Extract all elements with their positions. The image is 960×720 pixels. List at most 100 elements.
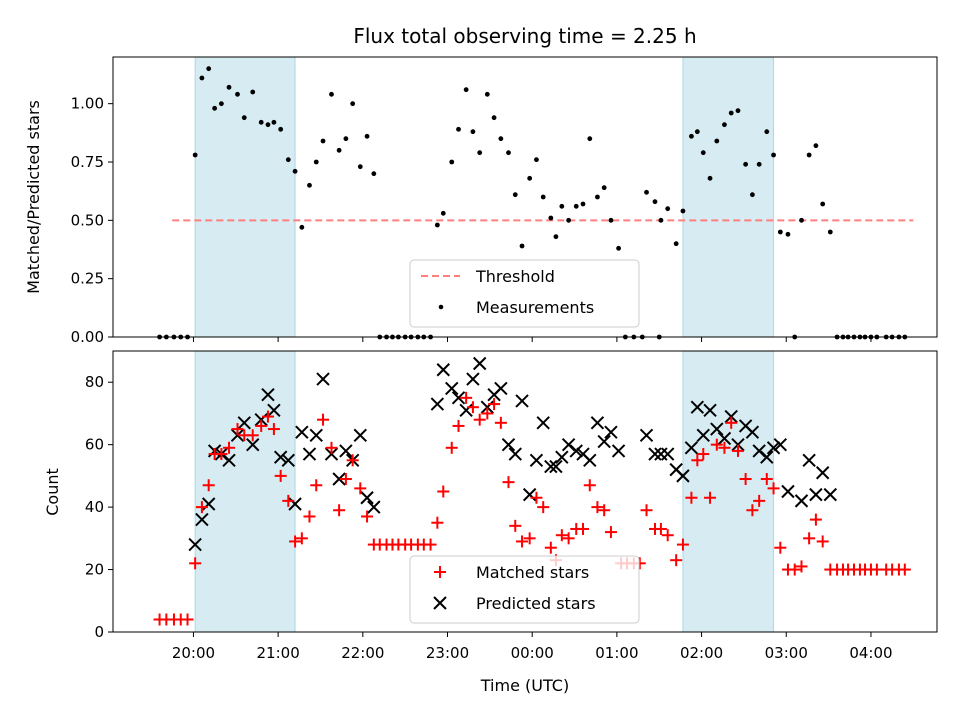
predicted-marker-stroke [451,391,466,405]
measurement-point [652,199,658,205]
predicted-star-point [731,437,745,452]
predicted-star-point [466,372,480,386]
predicted-marker-stroke [802,453,816,467]
bottom-y-tick-label: 0 [94,623,104,641]
top-y-tick-label: 1.00 [71,95,104,113]
legend-matched-label: Matched stars [476,563,589,582]
measurement-point [743,161,749,167]
predicted-marker-stroke [267,403,281,418]
bottom-y-axis: 0 20 40 60 80 [85,373,113,641]
bottom-x-tick-label: 21:00 [257,644,300,662]
matched-star-point [282,494,295,507]
predicted-star-point [273,450,288,464]
top-legend-box [409,259,640,328]
matched-star-point [795,560,808,573]
measurement-point [601,185,607,191]
measurement-point [206,66,212,72]
measurement-point [350,101,356,107]
measurement-point [673,241,679,247]
top-y-tick-label: 0.75 [71,153,104,171]
predicted-marker-stroke [316,372,330,386]
top-legend: Threshold Measurements [409,259,640,328]
measurement-point [707,175,713,181]
matched-star-point [691,454,704,467]
matched-star-point [598,504,611,517]
matched-star-point [577,522,590,535]
predicted-marker-stroke [288,497,302,511]
predicted-star-point [544,459,558,474]
predicted-star-point [536,416,550,430]
bottom-y-tick-label: 40 [85,498,104,516]
predicted-star-point [430,397,445,411]
matched-star-point [223,441,236,454]
bottom-x-tick-label: 02:00 [680,644,723,662]
matched-star-point [488,398,501,411]
measurement-point [241,115,247,121]
measurement-point [299,224,305,230]
matched-star-point [774,541,787,554]
matched-star-point [460,391,473,404]
predicted-marker-stroke [696,428,710,443]
predicted-marker-stroke [590,416,605,430]
predicted-marker-stroke [273,450,288,464]
predicted-star-point [316,372,330,386]
predicted-star-point [195,512,209,527]
measurement-point [463,87,469,93]
predicted-star-point [703,403,717,418]
matched-star-point [339,473,352,486]
bottom-x-tick-label: 20:00 [172,644,215,662]
measurement-point [548,215,554,221]
predicted-marker-stroke [648,447,662,461]
matched-star-point [189,557,202,570]
predicted-star-point [583,453,597,467]
predicted-marker-stroke [684,441,699,455]
matched-star-point [718,441,731,454]
shaded-interval-bottom-0 [194,350,296,633]
predicted-marker-stroke [436,363,450,377]
predicted-star-point [267,403,281,418]
predicted-marker-stroke [597,434,611,449]
matched-star-point [215,448,228,461]
measurement-point [771,152,776,158]
predicted-star-point [188,537,202,552]
predicted-marker-stroke [738,419,753,433]
matched-star-point [466,401,479,414]
legend-threshold-label: Threshold [475,267,555,286]
measurement-point [827,229,833,235]
predicted-star-point [690,400,705,414]
matched-star-point [333,504,346,517]
measurement-point [258,119,264,125]
measurement-point [700,150,706,156]
measurement-point [573,203,579,209]
predicted-star-point [332,472,346,486]
matched-star-point [788,563,801,576]
top-panel: 0.00 0.25 0.50 0.75 1.00 Matched/Predicted s… [24,56,938,346]
measurement-point [434,222,440,228]
shaded-interval-bottom-1 [682,350,775,633]
measurement-point [271,119,277,125]
measurement-point [540,194,546,200]
measurement-point [265,122,271,128]
predicted-marker-stroke [549,459,563,474]
predicted-marker-stroke [690,400,705,414]
measurement-point [313,159,319,165]
matched-star-point [494,416,507,429]
bottom-axes-frame [112,350,938,633]
predicted-marker-stroke [745,425,760,439]
bottom-x-axis: 20:00 21:00 22:00 23:00 00:00 01:00 02:00 03:00… [172,632,893,662]
matched-star-point [231,423,244,436]
matched-star-point [289,535,302,548]
matched-star-point [898,563,911,576]
matched-star-point [255,419,268,432]
matched-star-point [654,522,667,535]
predicted-marker-stroke [309,428,323,443]
matched-star-point [604,526,617,539]
matched-star-point [767,482,780,495]
bottom-panel: 0 20 40 60 80 20:00 21:00 22:00 23:00 00:00 01:00… [43,350,938,695]
predicted-star-point [549,459,563,474]
predicted-star-point [508,447,522,461]
measurement-point [519,243,525,249]
predicted-marker-stroke [508,447,522,461]
predicted-star-point [823,487,838,502]
